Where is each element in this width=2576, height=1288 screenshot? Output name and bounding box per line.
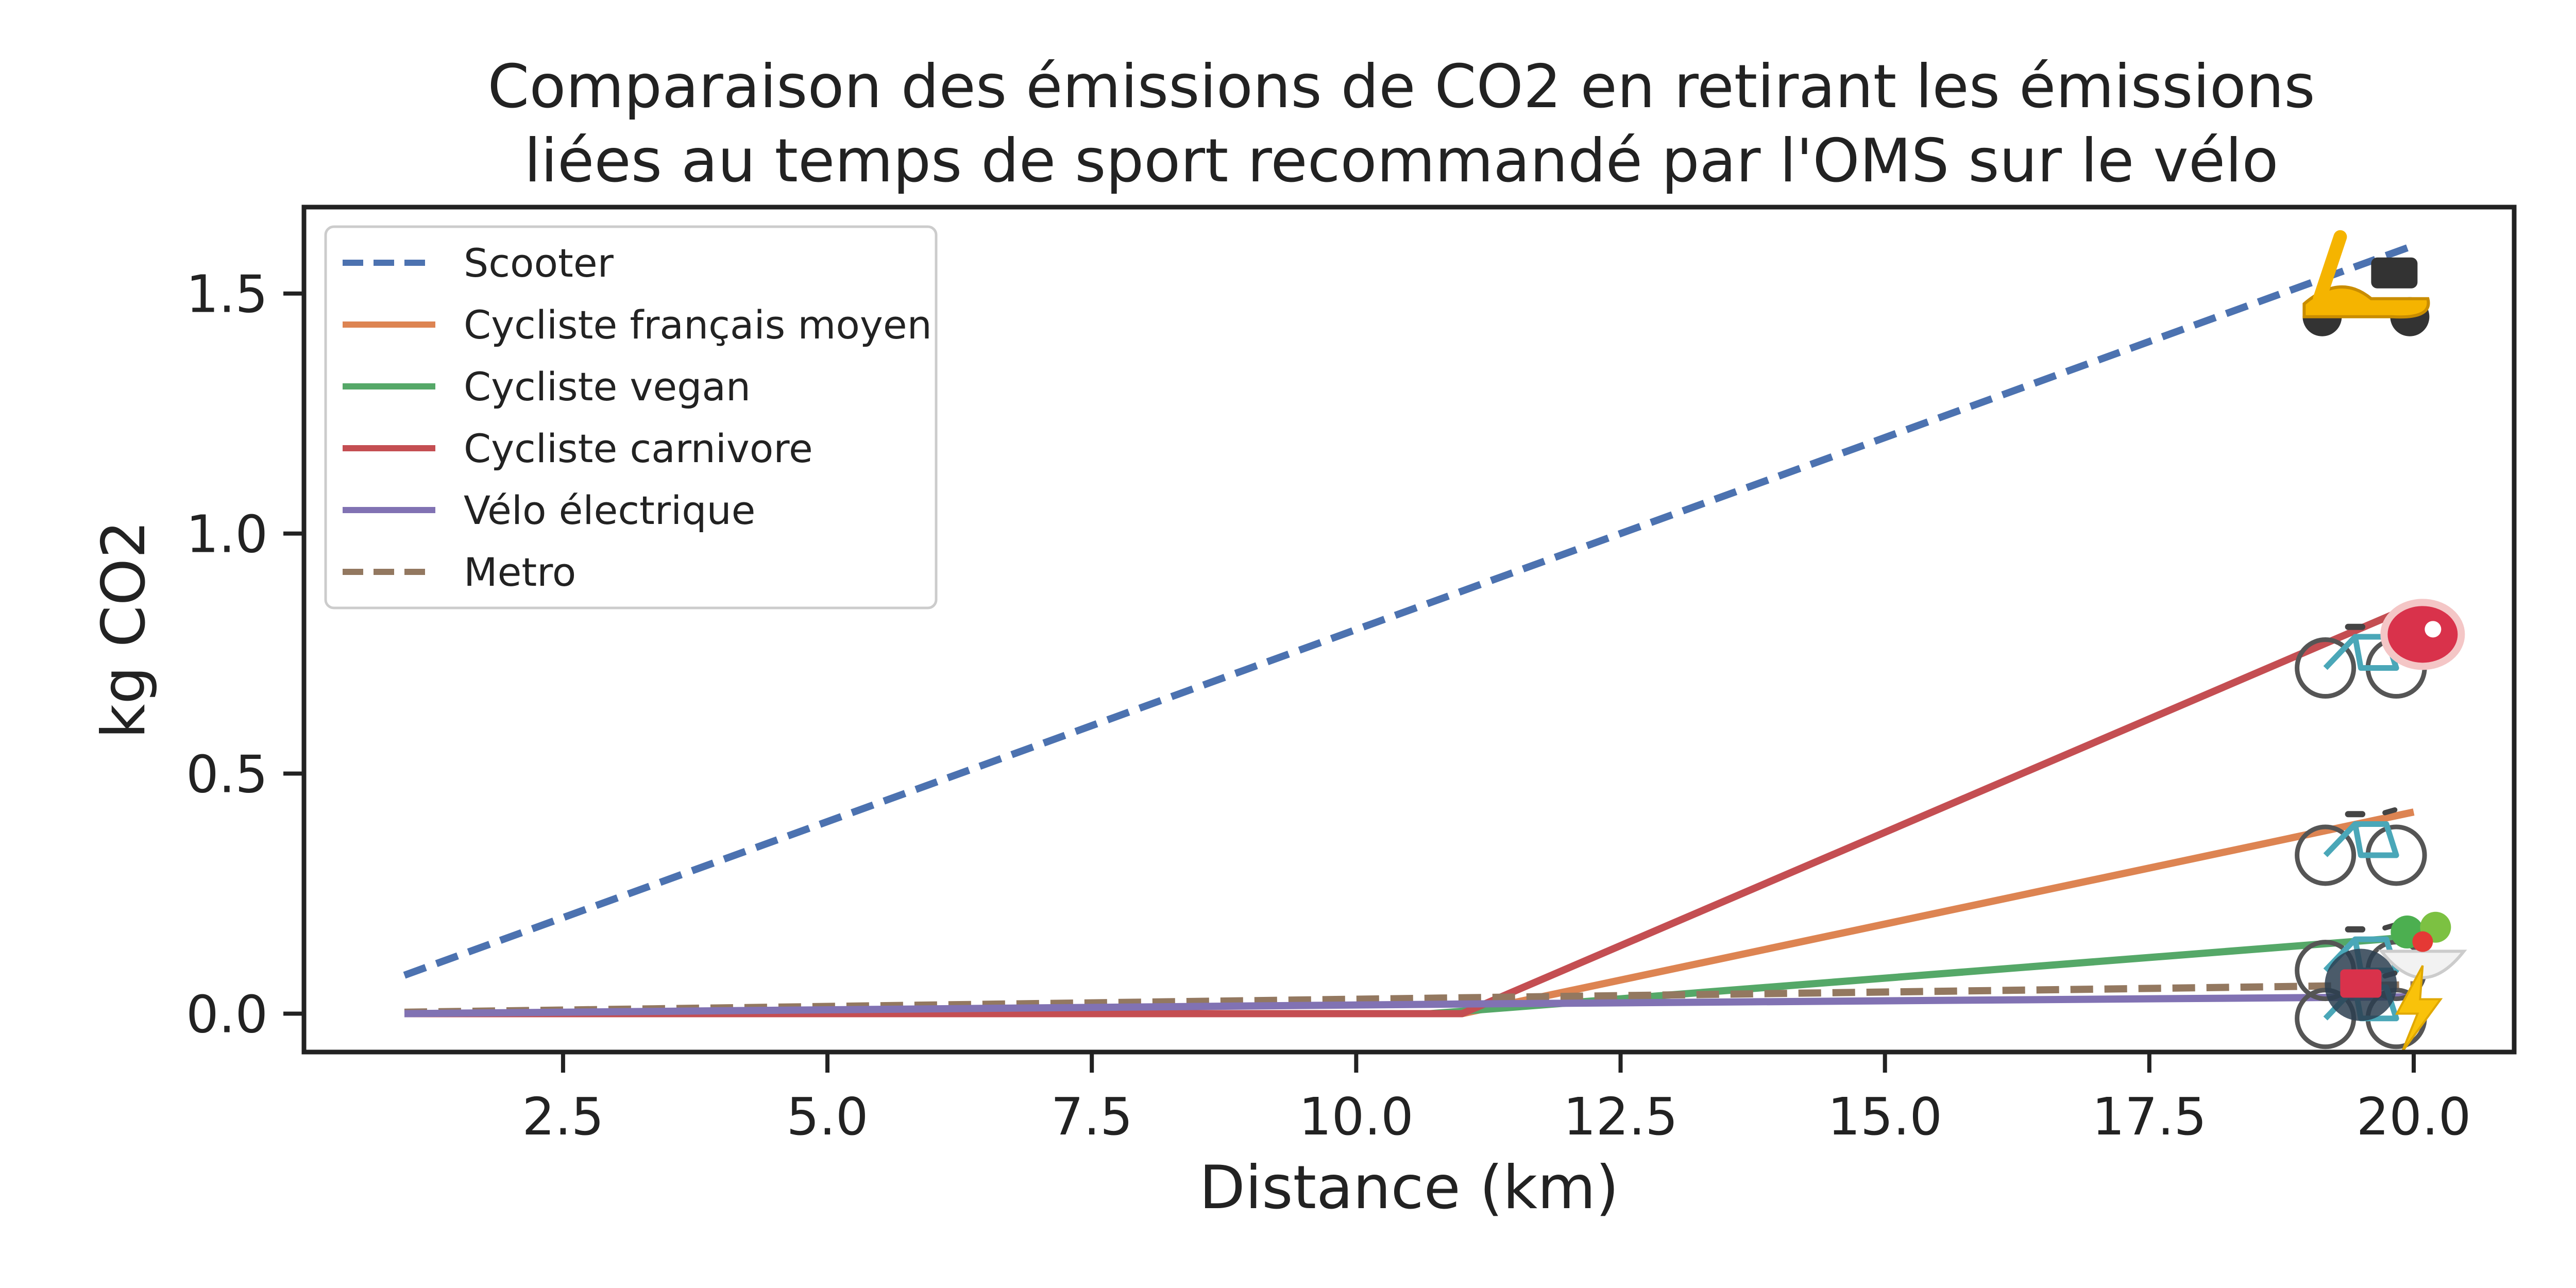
bicycle-steak-icon	[2295, 599, 2465, 699]
chart-title-line-1: Comparaison des émissions de CO2 en reti…	[487, 52, 2315, 122]
x-tick-label: 12.5	[1563, 1087, 1678, 1147]
legend-label: Cycliste carnivore	[464, 426, 813, 471]
legend-item: Scooter	[343, 240, 614, 286]
y-axis-ticks: 0.0 0.5 1.0 1.5	[186, 264, 304, 1044]
legend-item: Metro	[343, 549, 576, 595]
legend-item: Cycliste français moyen	[343, 302, 932, 348]
x-tick-label: 15.0	[1827, 1087, 1942, 1147]
y-tick-label: 0.5	[186, 744, 268, 805]
scooter-icon	[2302, 230, 2430, 336]
x-tick-label: 7.5	[1051, 1087, 1133, 1147]
series-line-cycliste-fran-ais-moyen	[404, 808, 2415, 1018]
legend-item: Vélo électrique	[343, 487, 755, 533]
legend: Scooter Cycliste français moyen Cycliste v…	[324, 225, 938, 609]
series-line-metro	[404, 981, 2414, 1016]
legend-label: Vélo électrique	[464, 487, 755, 533]
series-line-v-lo-lectrique	[404, 993, 2414, 1018]
series-end-icons	[2295, 230, 2467, 1053]
legend-box	[324, 225, 938, 609]
x-tick-label: 5.0	[787, 1087, 869, 1147]
x-axis-label: Distance (km)	[1199, 1153, 1619, 1223]
y-tick-label: 1.0	[186, 504, 268, 565]
metro-icon	[2325, 948, 2397, 1021]
x-tick-label: 20.0	[2357, 1087, 2471, 1147]
legend-label: Cycliste vegan	[464, 364, 751, 410]
x-axis-ticks: 2.5 5.0 7.5 10.0 12.5 15.0 17.5 20.0	[522, 1052, 2471, 1147]
legend-item: Cycliste vegan	[343, 364, 751, 410]
chart-title-line-2: liées au temps de sport recommandé par l…	[524, 126, 2279, 196]
legend-label: Scooter	[464, 240, 614, 286]
y-axis-label: kg CO2	[89, 520, 159, 739]
series-line-cycliste-carnivore	[404, 602, 2415, 1018]
chart-title: Comparaison des émissions de CO2 en reti…	[487, 52, 2315, 196]
legend-label: Metro	[464, 549, 576, 595]
legend-item: Cycliste carnivore	[343, 426, 813, 471]
y-tick-label: 1.5	[186, 264, 268, 325]
x-tick-label: 2.5	[522, 1087, 604, 1147]
series-layer	[403, 242, 2415, 1018]
x-tick-label: 10.0	[1299, 1087, 1414, 1147]
y-tick-label: 0.0	[186, 984, 268, 1044]
series-line-scooter	[403, 242, 2415, 979]
legend-label: Cycliste français moyen	[464, 302, 932, 348]
x-tick-label: 17.5	[2092, 1087, 2207, 1147]
plot-area-frame	[301, 205, 2517, 1055]
bicycle-icon	[2295, 807, 2427, 886]
